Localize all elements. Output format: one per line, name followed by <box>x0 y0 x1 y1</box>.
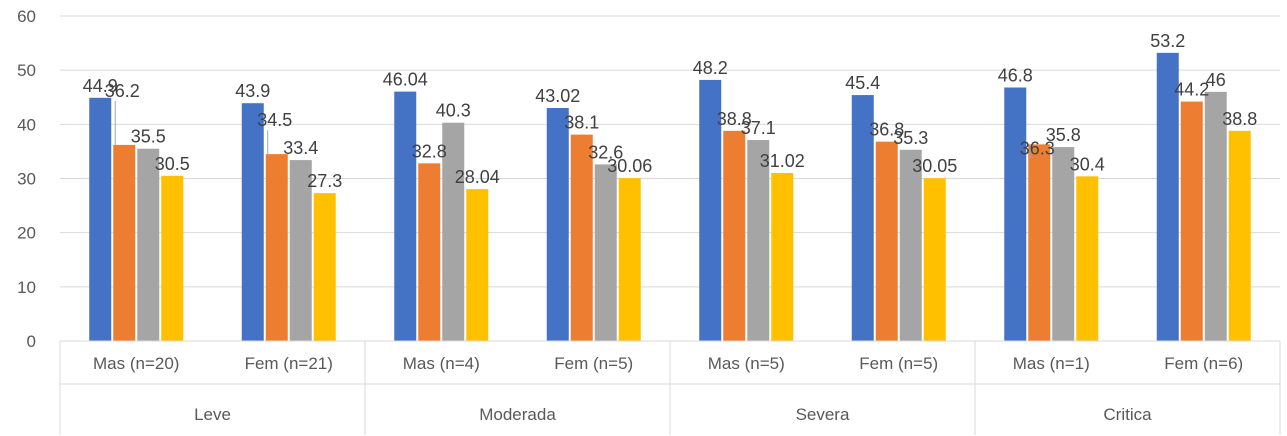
data-label: 43.02 <box>535 86 580 106</box>
y-tick-label: 10 <box>17 278 36 297</box>
bar <box>546 107 569 341</box>
data-label: 30.05 <box>912 156 957 176</box>
bar <box>1228 130 1251 341</box>
data-label: 53.2 <box>1150 31 1185 51</box>
data-label: 36.2 <box>105 81 140 101</box>
bar <box>875 141 898 341</box>
bar <box>570 134 593 341</box>
bar <box>699 79 722 342</box>
bar <box>618 178 641 341</box>
x-group-label: Critica <box>1103 405 1152 424</box>
data-label: 44.2 <box>1174 80 1209 100</box>
y-tick-label: 40 <box>17 115 36 134</box>
bar <box>851 95 874 341</box>
bar <box>594 164 617 341</box>
bar <box>241 103 264 341</box>
x-group-label: Moderada <box>479 405 556 424</box>
y-tick-label: 50 <box>17 61 36 80</box>
data-label: 38.1 <box>564 113 599 133</box>
data-label: 30.4 <box>1070 154 1105 174</box>
data-label: 28.04 <box>455 167 500 187</box>
bar <box>747 140 770 341</box>
bar <box>313 193 336 341</box>
bars <box>89 52 1251 342</box>
data-label: 38.8 <box>717 109 752 129</box>
bar <box>442 122 465 341</box>
data-label: 45.4 <box>845 73 880 93</box>
x-category-label: Fem (n=5) <box>859 354 938 373</box>
bar <box>289 160 312 341</box>
x-group-label: Severa <box>796 405 850 424</box>
x-category-label: Mas (n=20) <box>93 354 179 373</box>
bar <box>265 154 288 341</box>
y-tick-label: 20 <box>17 224 36 243</box>
data-label: 40.3 <box>436 101 471 121</box>
data-label: 46.04 <box>383 70 428 90</box>
bar <box>89 97 112 342</box>
x-category-label: Fem (n=21) <box>245 354 333 373</box>
data-labels: 44.9 43.9 46.04 43.02 48.2 45.4 46.8 53.2 36.2 34… <box>83 31 1258 191</box>
data-label: 35.3 <box>893 128 928 148</box>
bar <box>1028 144 1051 341</box>
bar <box>418 163 441 341</box>
bar <box>1204 91 1227 341</box>
data-label: 43.9 <box>235 81 270 101</box>
data-label: 36.3 <box>1020 138 1055 158</box>
x-category-label: Mas (n=5) <box>708 354 785 373</box>
x-category-label: Fem (n=6) <box>1164 354 1243 373</box>
bar <box>899 149 922 341</box>
y-tick-label: 30 <box>17 170 36 189</box>
bar <box>1180 101 1203 341</box>
bar <box>1052 147 1075 341</box>
data-label: 46.8 <box>998 66 1033 86</box>
data-label: 30.06 <box>607 156 652 176</box>
bar <box>466 189 489 341</box>
data-label: 36.8 <box>869 120 904 140</box>
bar <box>1076 176 1099 341</box>
x-category-label: Mas (n=4) <box>403 354 480 373</box>
x-category-label: Mas (n=1) <box>1013 354 1090 373</box>
data-label: 37.1 <box>741 118 776 138</box>
data-label: 33.4 <box>283 138 318 158</box>
bar <box>723 130 746 341</box>
bar <box>113 144 136 341</box>
bar <box>137 148 160 341</box>
x-category-label: Fem (n=5) <box>554 354 633 373</box>
bar <box>394 91 417 341</box>
data-label: 35.8 <box>1046 125 1081 145</box>
x-group-label: Leve <box>194 405 231 424</box>
data-label: 34.5 <box>257 110 292 130</box>
data-label: 48.2 <box>693 58 728 78</box>
bar <box>923 178 946 341</box>
bar <box>771 172 794 341</box>
data-label: 35.5 <box>131 127 166 147</box>
bar <box>1004 87 1027 341</box>
bar <box>161 175 184 341</box>
y-tick-label: 60 <box>17 7 36 26</box>
data-label: 27.3 <box>307 171 342 191</box>
data-label: 32.6 <box>588 142 623 162</box>
y-tick-label: 0 <box>27 332 36 351</box>
y-axis-tick-labels: 0 10 20 30 40 50 60 <box>17 7 36 351</box>
data-label: 30.5 <box>155 154 190 174</box>
data-label: 44.9 <box>83 76 118 96</box>
bar <box>1156 52 1179 341</box>
data-label: 32.8 <box>412 141 447 161</box>
label-leader-lines <box>114 100 1031 159</box>
x-axis: Mas (n=20) Fem (n=21) Mas (n=4) Fem (n=5) Ma… <box>59 340 1281 435</box>
data-label: 38.8 <box>1222 109 1257 129</box>
data-label: 31.02 <box>760 151 805 171</box>
data-label: 46 <box>1206 70 1226 90</box>
